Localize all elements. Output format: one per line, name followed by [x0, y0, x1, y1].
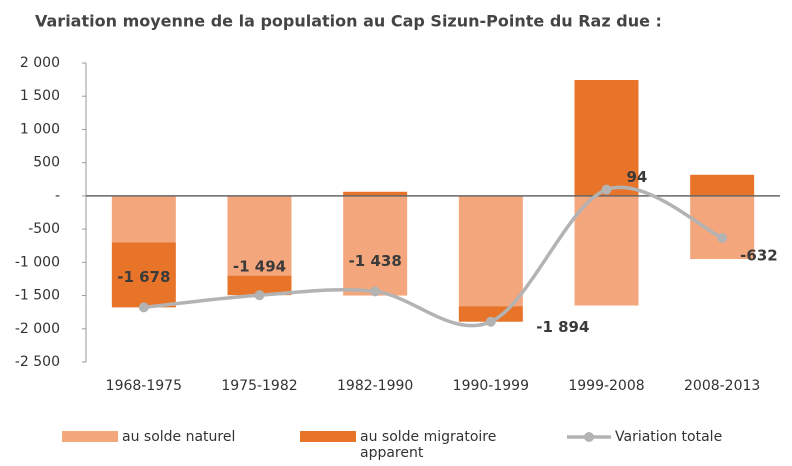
- bar: [690, 195, 755, 260]
- point: [717, 232, 728, 243]
- bar: [574, 80, 639, 196]
- bar: [227, 195, 292, 276]
- x-tick-label: 2008-2013: [684, 378, 760, 394]
- y-tick-label: -1 500: [15, 288, 60, 304]
- data-label: -1 678: [117, 268, 170, 286]
- x-tick-label: 1968-1975: [106, 378, 182, 394]
- y-tick-label: -: [55, 188, 60, 204]
- data-label: -1 438: [349, 252, 402, 270]
- bar: [690, 174, 755, 196]
- bar: [227, 275, 292, 296]
- legend-swatch: [584, 432, 594, 442]
- data-label: 94: [627, 168, 648, 186]
- point: [485, 316, 496, 327]
- y-tick-label: -500: [28, 221, 60, 237]
- y-tick-label: 2 000: [20, 55, 60, 71]
- bar: [111, 195, 176, 243]
- y-tick-label: -2 000: [15, 321, 60, 337]
- y-tick-label: 500: [33, 155, 60, 171]
- point: [254, 290, 265, 301]
- legend-label: au solde migratoire apparent: [360, 429, 497, 461]
- bar: [458, 195, 523, 307]
- legend-label: Variation totale: [615, 429, 723, 445]
- x-tick-label: 1990-1999: [453, 378, 529, 394]
- bar: [343, 191, 408, 196]
- y-tick-label: 1 500: [20, 88, 60, 104]
- x-tick-label: 1982-1990: [337, 378, 413, 394]
- legend-label: au solde naturel: [122, 429, 236, 445]
- x-tick-label: 1975-1982: [221, 378, 297, 394]
- x-tick-label: 1999-2008: [568, 378, 644, 394]
- point: [370, 286, 381, 297]
- y-tick-label: -2 500: [15, 354, 60, 370]
- point: [138, 302, 149, 313]
- legend-swatch: [300, 431, 356, 442]
- data-label: -1 494: [233, 258, 286, 276]
- chart-title: Variation moyenne de la population au Ca…: [35, 12, 662, 31]
- bar: [574, 195, 639, 306]
- y-tick-label: -1 000: [15, 254, 60, 270]
- bar: [343, 195, 408, 296]
- legend-swatch: [62, 431, 118, 442]
- point: [601, 184, 612, 195]
- data-label: -1 894: [536, 318, 589, 336]
- y-tick-label: 1 000: [20, 121, 60, 137]
- data-label: -632: [740, 246, 778, 264]
- bar: [111, 242, 176, 308]
